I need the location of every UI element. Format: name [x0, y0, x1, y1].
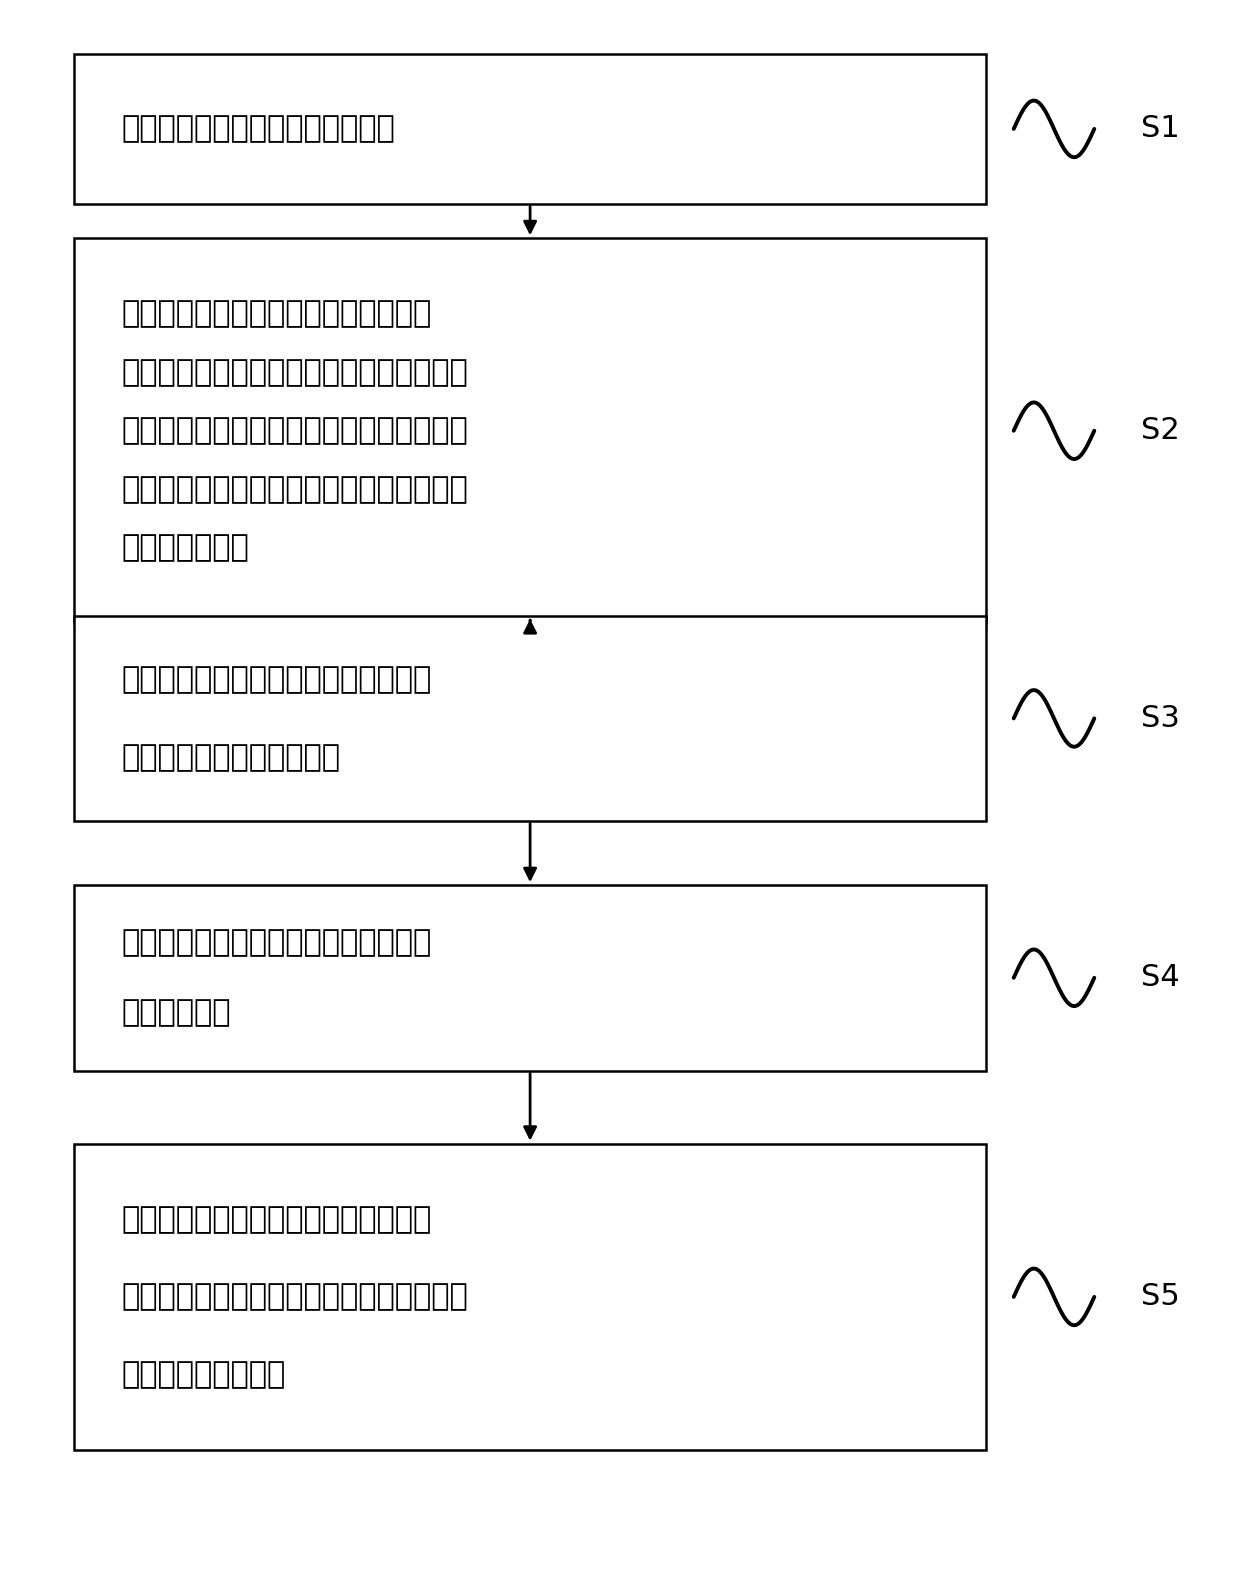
- FancyBboxPatch shape: [74, 885, 986, 1071]
- Text: S2: S2: [1141, 417, 1179, 445]
- Text: S4: S4: [1141, 964, 1179, 992]
- Text: S5: S5: [1141, 1283, 1179, 1311]
- Text: 分割，得到若干分割部位；: 分割，得到若干分割部位；: [122, 742, 341, 772]
- FancyBboxPatch shape: [74, 237, 986, 624]
- Text: 态学参数，以判定所述形态学参数数値是否: 态学参数，以判定所述形态学参数数値是否: [122, 1283, 469, 1311]
- Text: 数据的分辨率；: 数据的分辨率；: [122, 533, 249, 563]
- Text: 对所述磁共振图像数据的目标区域进行: 对所述磁共振图像数据的目标区域进行: [122, 665, 432, 695]
- Text: 述噪声处理用于平滑所述磁共振图像数据；: 述噪声处理用于平滑所述磁共振图像数据；: [122, 417, 469, 445]
- Text: 述预处理包括噪声处理与线性插値处理，所: 述预处理包括噪声处理与线性插値处理，所: [122, 358, 469, 387]
- Text: 对所述磁共振图像数据进行预处理，所: 对所述磁共振图像数据进行预处理，所: [122, 299, 432, 329]
- Text: 测定从所述三维立体模型中获取若干形: 测定从所述三维立体模型中获取若干形: [122, 1204, 432, 1234]
- Text: 维立体模型。: 维立体模型。: [122, 998, 231, 1028]
- FancyBboxPatch shape: [74, 1144, 986, 1449]
- FancyBboxPatch shape: [74, 616, 986, 821]
- Text: S1: S1: [1141, 115, 1179, 143]
- Text: 在设定阈値范围内。: 在设定阈値范围内。: [122, 1360, 285, 1390]
- FancyBboxPatch shape: [74, 53, 986, 203]
- Text: 获取髄关节处的磁共振图像数据；: 获取髄关节处的磁共振图像数据；: [122, 115, 396, 143]
- Text: 所述线性插値处理用于调整所述磁共振图像: 所述线性插値处理用于调整所述磁共振图像: [122, 475, 469, 503]
- Text: 将所述若干分割部位进行重建，获得三: 将所述若干分割部位进行重建，获得三: [122, 927, 432, 957]
- Text: S3: S3: [1141, 704, 1179, 733]
